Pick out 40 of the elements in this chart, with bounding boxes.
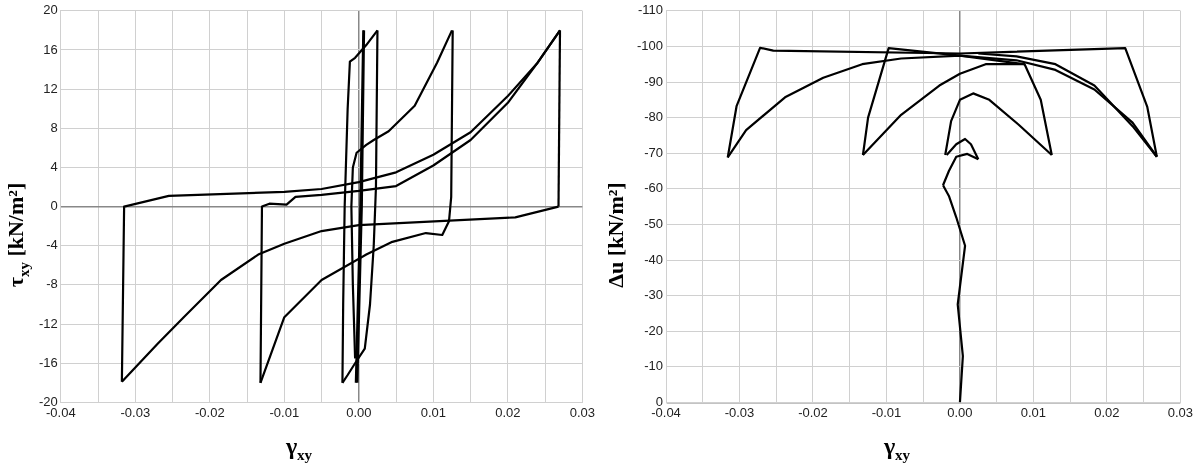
x-tick-label: -0.01 (269, 404, 300, 420)
y-tick-label: 16 (43, 41, 58, 57)
y-tick-label: -16 (38, 354, 58, 370)
x-tick-label: -0.02 (194, 404, 225, 420)
x-tick-label: -0.03 (120, 404, 151, 420)
y-tick-label: -4 (46, 237, 58, 253)
y-tick-label: -60 (644, 180, 664, 196)
y-tick-label: -20 (644, 322, 664, 338)
x-tick-label: 0.02 (495, 404, 521, 420)
y-tick-label: 8 (50, 119, 58, 135)
x-tick-label: 0.01 (420, 404, 446, 420)
y-tick-label: 0 (655, 393, 664, 409)
y-tick-label: -20 (38, 393, 58, 409)
x-tick-label: 0.03 (1167, 404, 1194, 420)
y-tick-label: 12 (43, 80, 58, 96)
y-tick-label: -80 (644, 109, 664, 125)
x-tick-label: 0.00 (346, 404, 372, 420)
x-tick-label: 0.02 (1094, 404, 1120, 420)
x-tick-label: 0.01 (1020, 404, 1047, 420)
x-tick-label: -0.03 (724, 404, 755, 420)
y-tick-label: -100 (636, 37, 664, 53)
y-tick-label: 0 (50, 198, 58, 214)
x-tick-label: 0.00 (947, 404, 973, 420)
y-tick-label: 20 (43, 2, 58, 18)
y-tick-label: -50 (644, 215, 664, 231)
y-tick-label: -110 (637, 2, 664, 18)
x-tick-label: -0.01 (871, 404, 902, 420)
y-tick-label: -10 (644, 358, 664, 374)
x-tick-label: 0.03 (569, 404, 596, 420)
y-tick-label: -30 (644, 287, 664, 303)
y-tick-label: -8 (46, 276, 58, 292)
x-tick-label: -0.02 (798, 404, 828, 420)
y-tick-label: -90 (644, 73, 664, 89)
y-tick-label: -70 (644, 144, 664, 160)
y-axis-title: Δu [kN/m²] (603, 182, 629, 288)
x-axis-title: γ$_{xy}$ (882, 433, 912, 464)
y-tick-label: 4 (50, 159, 58, 175)
y-tick-label: -12 (38, 315, 58, 331)
y-tick-label: -40 (644, 251, 664, 267)
x-axis-title: γ$_{xy}$ (284, 433, 314, 464)
